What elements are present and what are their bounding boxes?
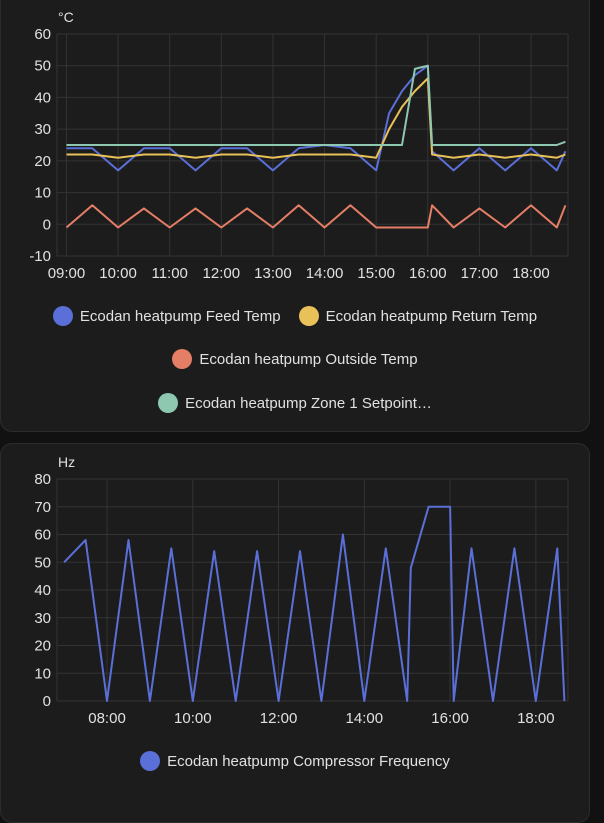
legend-dot-icon <box>298 306 319 326</box>
y-tick-label: 40 <box>34 582 51 599</box>
y-tick-label: 70 <box>34 499 51 516</box>
legend-dot-icon <box>52 306 73 326</box>
x-tick-label: 15:00 <box>357 265 395 282</box>
x-tick-label: 18:00 <box>512 265 550 282</box>
x-tick-label: 12:00 <box>260 710 298 727</box>
x-tick-label: 08:00 <box>88 710 126 727</box>
x-tick-label: 10:00 <box>99 265 137 282</box>
series-line <box>66 64 567 172</box>
x-tick-label: 11:00 <box>151 265 187 282</box>
x-tick-label: 16:00 <box>431 710 469 727</box>
y-tick-label: 80 <box>34 471 51 488</box>
x-tick-label: 17:00 <box>461 265 499 282</box>
x-tick-label: 10:00 <box>174 710 212 727</box>
y-tick-label: 60 <box>34 26 51 43</box>
y-tick-label: -10 <box>29 248 51 265</box>
legend-item-return-temp[interactable]: Ecodan heatpump Return Temp <box>298 306 538 326</box>
x-tick-label: 13:00 <box>254 265 292 282</box>
legend-item-outside-temp[interactable]: Ecodan heatpump Outside Temp <box>172 349 418 369</box>
compressor-legend-row: Ecodan heatpump Compressor Frequency <box>0 751 590 771</box>
y-tick-label: 30 <box>34 610 51 627</box>
legend-label: Ecodan heatpump Compressor Frequency <box>167 752 450 770</box>
legend-dot-icon <box>140 751 161 771</box>
temperature-legend-row-2: Ecodan heatpump Outside Temp <box>0 349 590 369</box>
legend-dot-icon <box>158 393 179 413</box>
temperature-legend-row-3: Ecodan heatpump Zone 1 Setpoint… <box>0 393 590 413</box>
y-tick-label: 20 <box>34 153 51 170</box>
legend-dot-icon <box>172 349 193 369</box>
y-tick-label: 20 <box>34 638 51 655</box>
y-tick-label: 0 <box>43 693 51 710</box>
legend-label: Ecodan heatpump Feed Temp <box>79 307 281 325</box>
x-tick-label: 18:00 <box>517 710 555 727</box>
y-tick-label: 50 <box>34 554 51 571</box>
legend-item-feed-temp[interactable]: Ecodan heatpump Feed Temp <box>52 306 281 326</box>
y-tick-label: 60 <box>34 527 51 544</box>
y-tick-label: 10 <box>34 665 51 682</box>
x-tick-label: 14:00 <box>346 710 384 727</box>
series-line <box>66 64 566 146</box>
x-tick-label: 09:00 <box>48 265 86 282</box>
x-tick-label: 12:00 <box>203 265 241 282</box>
legend-label: Ecodan heatpump Zone 1 Setpoint… <box>185 394 432 412</box>
y-tick-label: 10 <box>34 185 51 202</box>
series-line <box>63 505 566 702</box>
x-tick-label: 14:00 <box>306 265 344 282</box>
compressor-chart[interactable]: Hz 80 70 60 50 40 30 20 10 0 08:00 10:00 12:00 14:00 1… <box>0 0 604 800</box>
legend-item-compressor-frequency[interactable]: Ecodan heatpump Compressor Frequency <box>140 751 450 771</box>
x-tick-label: 16:00 <box>409 265 447 282</box>
unit-label: Hz <box>58 454 75 470</box>
y-tick-label: 0 <box>43 216 51 233</box>
series-line <box>66 77 566 159</box>
unit-label: °C <box>58 9 74 25</box>
legend-label: Ecodan heatpump Return Temp <box>325 307 538 325</box>
legend-label: Ecodan heatpump Outside Temp <box>199 350 418 368</box>
temperature-legend-row-1: Ecodan heatpump Feed Temp Ecodan heatpum… <box>0 306 590 326</box>
y-tick-label: 30 <box>34 121 51 138</box>
y-tick-label: 50 <box>34 58 51 75</box>
series-line <box>65 204 567 229</box>
y-tick-label: 40 <box>34 89 51 106</box>
legend-item-zone1-setpoint[interactable]: Ecodan heatpump Zone 1 Setpoint… <box>158 393 432 413</box>
temperature-card <box>0 0 590 432</box>
